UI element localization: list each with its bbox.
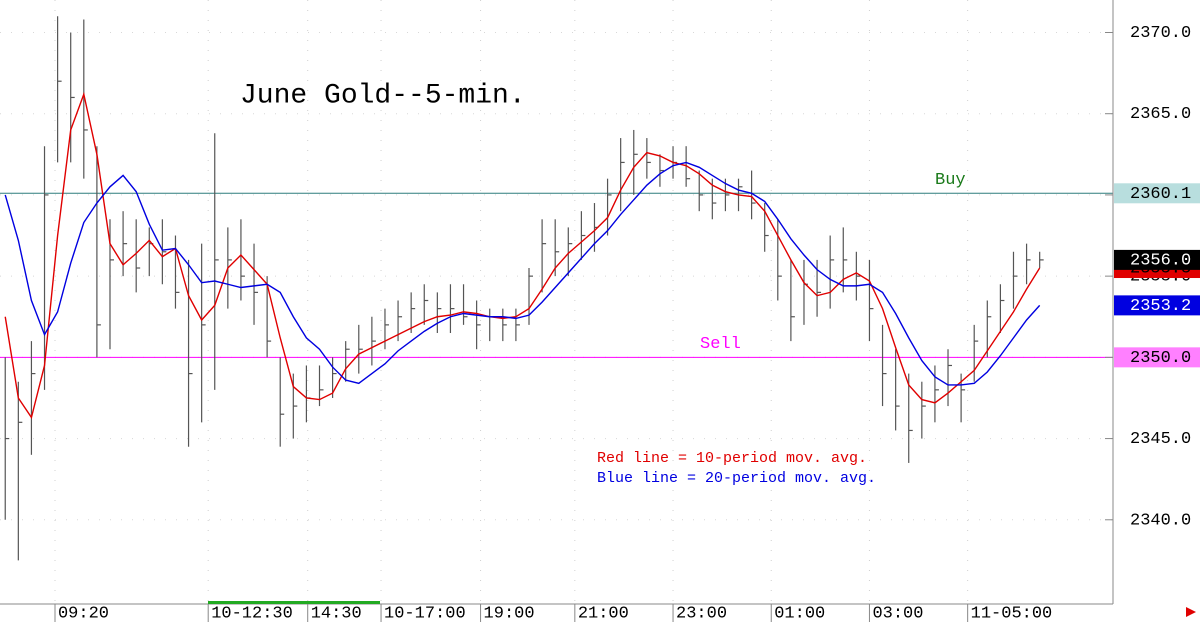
- y-tick-label: 2365.0: [1130, 105, 1191, 124]
- moving-average-line: [4, 91, 1041, 420]
- price-tag-label: 2350.0: [1130, 349, 1191, 368]
- x-tick-label: 11-05:00: [971, 604, 1053, 622]
- x-tick-label: 01:00: [774, 604, 825, 622]
- moving-average-line: [4, 161, 1041, 386]
- x-tick-label: 10-17:00: [384, 604, 466, 622]
- session-highlight: [208, 601, 380, 604]
- x-tick-label: 21:00: [578, 604, 629, 622]
- price-tag-label: 2353.2: [1130, 297, 1191, 316]
- x-tick-label: 03:00: [872, 604, 923, 622]
- annotation: Blue line = 20-period mov. avg.: [597, 470, 876, 487]
- reference-label: Buy: [935, 171, 966, 190]
- y-tick-label: 2370.0: [1130, 24, 1191, 43]
- price-tag: [1114, 183, 1200, 204]
- x-tick-label: 10-12:30: [211, 604, 293, 622]
- x-tick-label: 09:20: [58, 604, 109, 622]
- annotation: Red line = 10-period mov. avg.: [597, 450, 867, 467]
- plot-area: [0, 0, 1113, 601]
- price-tag-label: 2360.1: [1130, 185, 1191, 204]
- price-tag: [1114, 249, 1200, 270]
- reference-label: Sell: [700, 335, 741, 354]
- chart-title: June Gold--5-min.: [240, 80, 526, 111]
- scroll-arrow[interactable]: [1186, 607, 1196, 617]
- y-tick-label: 2345.0: [1130, 430, 1191, 449]
- x-tick-label: 14:30: [311, 604, 362, 622]
- price-tag: [1114, 295, 1200, 316]
- price-tag: [1114, 347, 1200, 368]
- y-tick-label: 2340.0: [1130, 511, 1191, 530]
- x-tick-label: 23:00: [676, 604, 727, 622]
- x-tick-label: 19:00: [484, 604, 535, 622]
- price-tag-label: 2356.0: [1130, 251, 1191, 270]
